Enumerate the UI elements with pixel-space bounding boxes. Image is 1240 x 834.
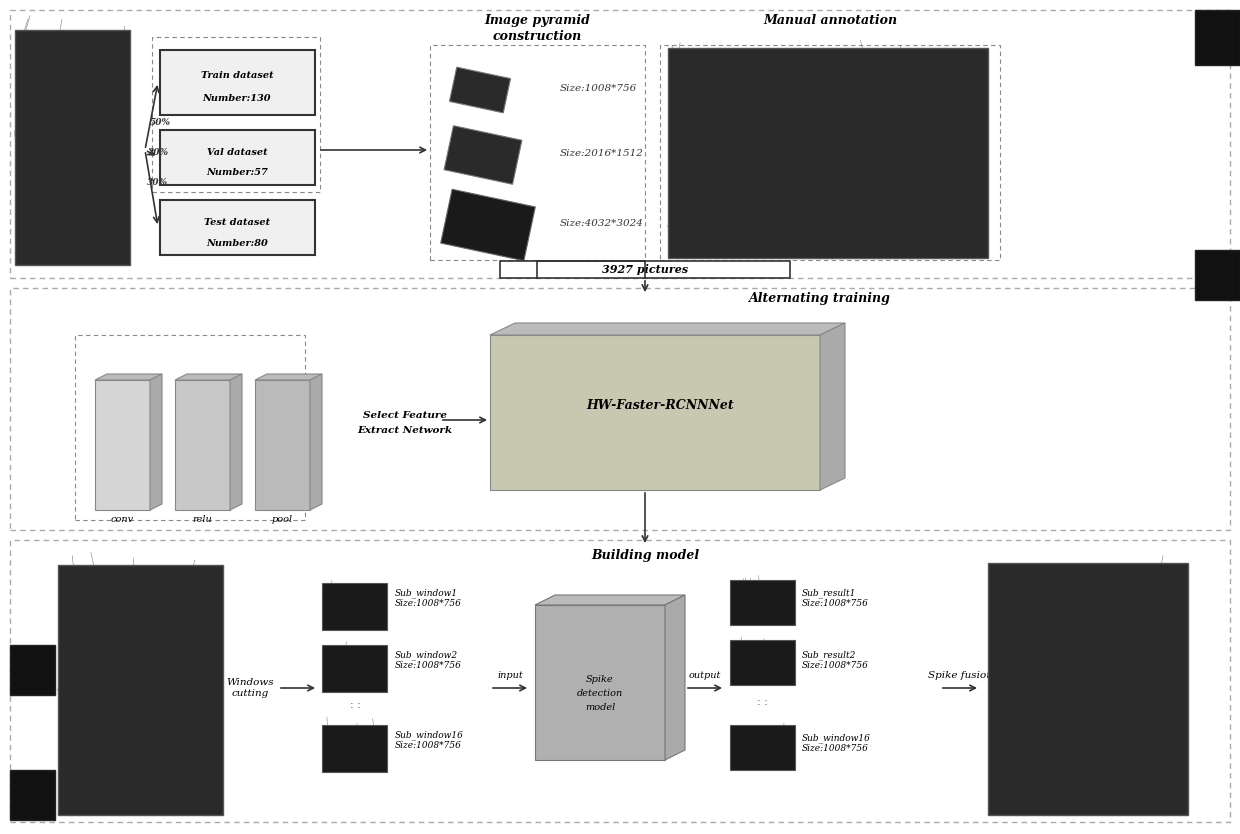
Bar <box>160 200 315 255</box>
Text: Number:80: Number:80 <box>206 239 268 248</box>
Text: Val dataset: Val dataset <box>207 148 268 157</box>
Bar <box>1195 10 1240 65</box>
Bar <box>255 380 310 510</box>
Text: Image pyramid: Image pyramid <box>484 13 590 27</box>
Bar <box>660 45 999 260</box>
Text: Manual annotation: Manual annotation <box>763 13 897 27</box>
Bar <box>95 380 150 510</box>
Text: Test dataset: Test dataset <box>203 218 270 227</box>
Bar <box>10 288 1230 530</box>
Bar <box>10 540 1230 822</box>
Polygon shape <box>175 374 242 380</box>
Bar <box>160 50 315 115</box>
Bar <box>668 48 988 258</box>
Polygon shape <box>665 595 684 760</box>
Polygon shape <box>820 323 844 490</box>
Bar <box>1195 250 1240 300</box>
Text: Number:57: Number:57 <box>206 168 268 177</box>
Text: Sub_window16
Size:1008*756: Sub_window16 Size:1008*756 <box>396 730 464 750</box>
Bar <box>10 770 55 820</box>
Text: 50%: 50% <box>150 118 171 127</box>
Text: Train dataset: Train dataset <box>201 71 273 79</box>
Text: Sub_window2
Size:1008*756: Sub_window2 Size:1008*756 <box>396 650 461 670</box>
Polygon shape <box>449 68 511 113</box>
Polygon shape <box>440 189 536 261</box>
Bar <box>10 10 1230 278</box>
Text: Sub_window16
Size:1008*756: Sub_window16 Size:1008*756 <box>802 733 870 753</box>
Bar <box>175 380 229 510</box>
Bar <box>430 45 645 260</box>
Polygon shape <box>490 323 844 335</box>
Text: : :: : : <box>350 700 361 710</box>
Text: Sub_window1
Size:1008*756: Sub_window1 Size:1008*756 <box>396 588 461 608</box>
Bar <box>74 335 305 520</box>
Text: Select Feature: Select Feature <box>363 410 446 420</box>
Bar <box>500 261 790 278</box>
Polygon shape <box>444 126 522 184</box>
Bar <box>15 30 130 265</box>
Text: Spike: Spike <box>587 676 614 685</box>
Text: Sub_result1
Size:1008*756: Sub_result1 Size:1008*756 <box>802 588 869 608</box>
Polygon shape <box>95 374 162 380</box>
Bar <box>58 565 223 815</box>
Polygon shape <box>310 374 322 510</box>
Text: Windows
cutting: Windows cutting <box>226 678 274 698</box>
Bar <box>534 605 665 760</box>
Bar <box>490 335 820 490</box>
Bar <box>730 725 795 770</box>
Text: 30%: 30% <box>148 178 167 187</box>
Text: Extract Network: Extract Network <box>357 425 453 435</box>
Text: construction: construction <box>492 29 582 43</box>
Text: Sub_result2
Size:1008*756: Sub_result2 Size:1008*756 <box>802 650 869 670</box>
Text: Size:1008*756: Size:1008*756 <box>560 83 637 93</box>
Bar <box>322 725 387 772</box>
Text: 20%: 20% <box>148 148 167 157</box>
Text: model: model <box>585 702 615 711</box>
Text: Size:2016*1512: Size:2016*1512 <box>560 148 644 158</box>
Bar <box>730 580 795 625</box>
Polygon shape <box>534 595 684 605</box>
Text: Building model: Building model <box>591 549 699 561</box>
Bar <box>153 37 320 192</box>
Text: detection: detection <box>577 689 624 697</box>
Text: Alternating training: Alternating training <box>749 292 890 304</box>
Bar <box>988 563 1188 815</box>
Text: HW-Faster-RCNNNet: HW-Faster-RCNNNet <box>587 399 734 411</box>
Bar <box>322 583 387 630</box>
Text: Number:130: Number:130 <box>203 93 272 103</box>
Text: Spike fusion: Spike fusion <box>928 671 992 681</box>
Bar <box>10 645 55 695</box>
Text: conv: conv <box>110 515 134 524</box>
Polygon shape <box>229 374 242 510</box>
Text: input: input <box>497 671 523 681</box>
Bar <box>322 645 387 692</box>
Text: 3927 pictures: 3927 pictures <box>601 264 688 274</box>
Text: : :: : : <box>756 697 768 707</box>
Polygon shape <box>255 374 322 380</box>
Text: pool: pool <box>272 515 293 524</box>
Text: output: output <box>688 671 722 681</box>
Text: Size:4032*3024: Size:4032*3024 <box>560 219 644 228</box>
Polygon shape <box>150 374 162 510</box>
Bar <box>160 130 315 185</box>
Text: relu: relu <box>192 515 212 524</box>
Bar <box>730 640 795 685</box>
